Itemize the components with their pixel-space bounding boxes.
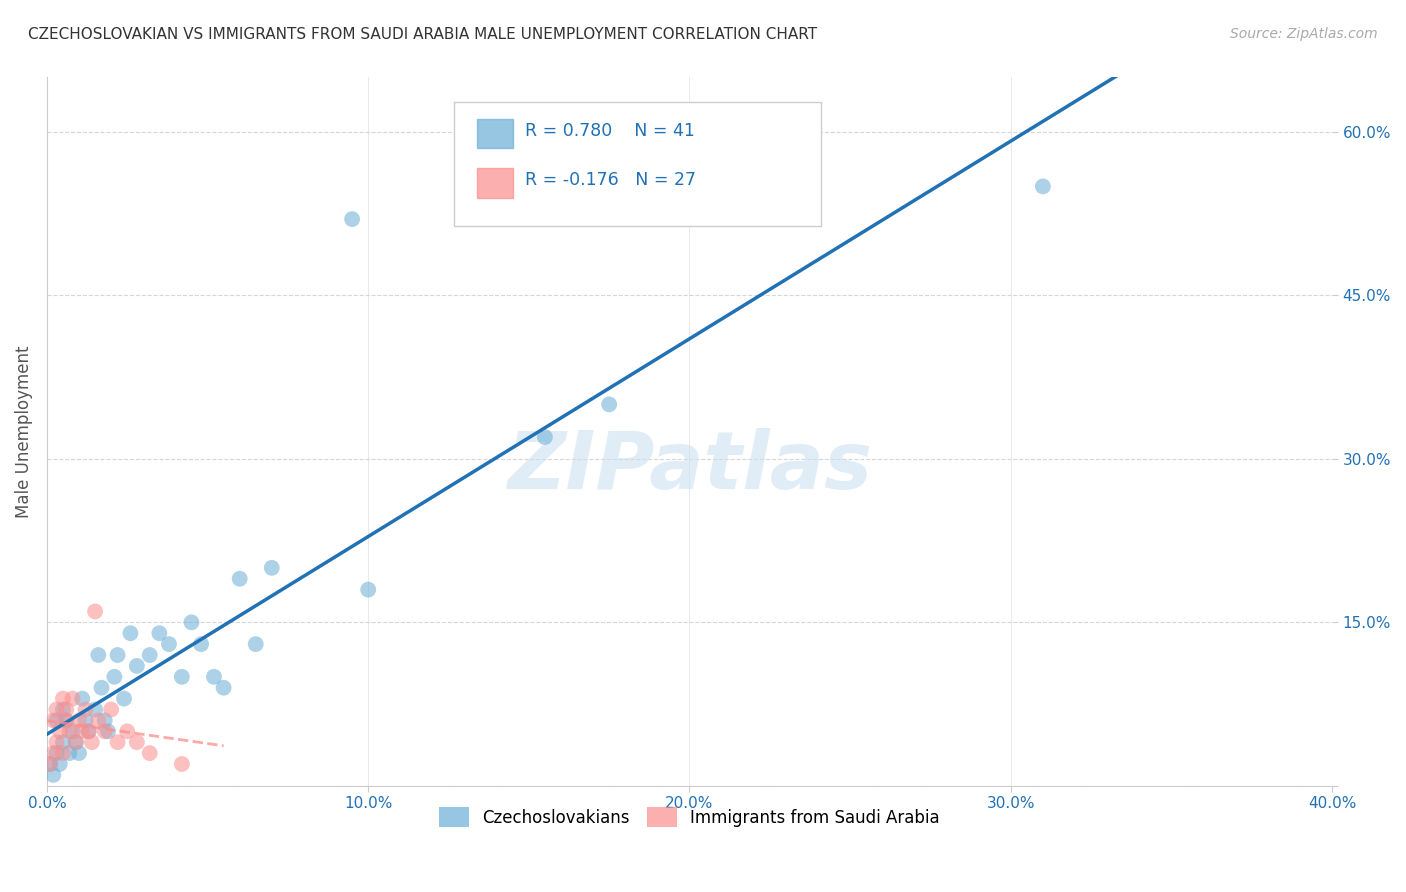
Point [202,670,225,684]
Y-axis label: Male Unemployment: Male Unemployment [15,345,32,518]
Point [534,430,557,444]
Point [45,746,67,760]
FancyBboxPatch shape [454,103,821,227]
Point [357,582,380,597]
Point [260,561,283,575]
Point [52,691,75,706]
Point [103,670,125,684]
Point [157,637,180,651]
Point [52,735,75,749]
Point [65,735,87,749]
Point [45,735,67,749]
Point [75,702,97,716]
Point [138,648,160,662]
Point [45,714,67,728]
Point [58,724,80,739]
Point [1032,179,1054,194]
Point [55,714,77,728]
Point [148,626,170,640]
Point [245,637,267,651]
Point [77,724,100,739]
Point [228,572,250,586]
Legend: Czechoslovakians, Immigrants from Saudi Arabia: Czechoslovakians, Immigrants from Saudi … [433,800,946,834]
Point [93,714,115,728]
Point [42,768,65,782]
Point [100,702,122,716]
Point [120,626,142,640]
Point [70,724,93,739]
Point [180,615,202,630]
Point [115,724,138,739]
Point [62,691,84,706]
Point [65,735,87,749]
Point [55,714,77,728]
Point [52,702,75,716]
Point [190,637,212,651]
Point [112,691,135,706]
Point [52,746,75,760]
Point [39,756,62,771]
Point [93,724,115,739]
Point [75,714,97,728]
Point [48,756,70,771]
Point [84,604,107,618]
Point [138,746,160,760]
Point [45,702,67,716]
Point [340,212,363,227]
Point [212,681,235,695]
Point [84,702,107,716]
Point [90,681,112,695]
Point [77,724,100,739]
Point [107,735,129,749]
Point [87,714,110,728]
Bar [478,168,513,198]
Point [67,746,90,760]
Text: CZECHOSLOVAKIAN VS IMMIGRANTS FROM SAUDI ARABIA MALE UNEMPLOYMENT CORRELATION CH: CZECHOSLOVAKIAN VS IMMIGRANTS FROM SAUDI… [28,27,817,42]
Point [62,724,84,739]
Bar [478,119,513,148]
Point [125,659,148,673]
Point [170,670,193,684]
Text: R = -0.176   N = 27: R = -0.176 N = 27 [524,171,696,189]
Point [70,691,93,706]
Point [125,735,148,749]
Point [58,746,80,760]
Point [170,756,193,771]
Point [42,714,65,728]
Text: R = 0.780    N = 41: R = 0.780 N = 41 [524,121,695,139]
Point [39,756,62,771]
Text: ZIPatlas: ZIPatlas [508,428,872,506]
Point [97,724,120,739]
Text: Source: ZipAtlas.com: Source: ZipAtlas.com [1230,27,1378,41]
Point [67,714,90,728]
Point [598,397,620,411]
Point [80,735,103,749]
Point [48,724,70,739]
Point [107,648,129,662]
Point [42,746,65,760]
Point [87,648,110,662]
Point [55,702,77,716]
